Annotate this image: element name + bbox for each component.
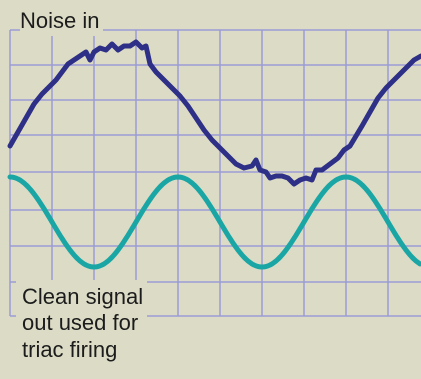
clean-signal-label-line-2: out used for — [22, 310, 139, 336]
clean-signal-label: Clean signal out used for triac firing — [16, 280, 148, 368]
clean-signal-label-line-3: triac firing — [22, 336, 118, 362]
clean-signal-label-line-1: Clean signal — [22, 284, 144, 309]
noisy-input-waveform — [7, 39, 421, 187]
clean-output-waveform — [7, 174, 421, 270]
oscilloscope-grid — [9, 29, 421, 317]
noise-in-label: Noise in — [20, 8, 104, 37]
